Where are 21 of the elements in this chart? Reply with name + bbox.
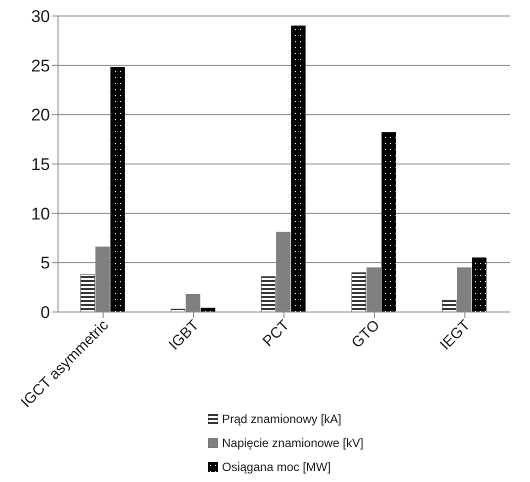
y-tick-label: 30 xyxy=(31,7,50,26)
legend-label: Napięcie znamionowe [kV] xyxy=(222,436,364,450)
bar xyxy=(200,308,216,312)
y-tick-label: 25 xyxy=(31,56,50,76)
legend-label: Osiągana moc [MW] xyxy=(222,460,331,474)
legend-label: Prąd znamionowy [kA] xyxy=(222,412,342,426)
bar xyxy=(291,26,306,312)
bar xyxy=(352,272,366,312)
y-tick-label: 10 xyxy=(31,204,50,224)
bar xyxy=(170,308,186,312)
x-tick-label: GTO xyxy=(348,316,384,352)
bar xyxy=(382,132,396,312)
y-tick-label: 20 xyxy=(31,106,50,125)
y-tick-label: 5 xyxy=(40,254,50,273)
y-tick-label: 15 xyxy=(31,155,50,174)
bar xyxy=(261,276,276,312)
bar xyxy=(442,300,456,312)
y-tick-label: 0 xyxy=(40,303,50,322)
bar xyxy=(80,274,95,312)
bar xyxy=(472,257,486,312)
bar xyxy=(110,67,125,312)
